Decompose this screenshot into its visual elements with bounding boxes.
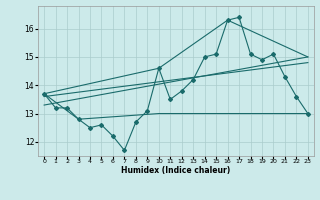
X-axis label: Humidex (Indice chaleur): Humidex (Indice chaleur) xyxy=(121,166,231,175)
